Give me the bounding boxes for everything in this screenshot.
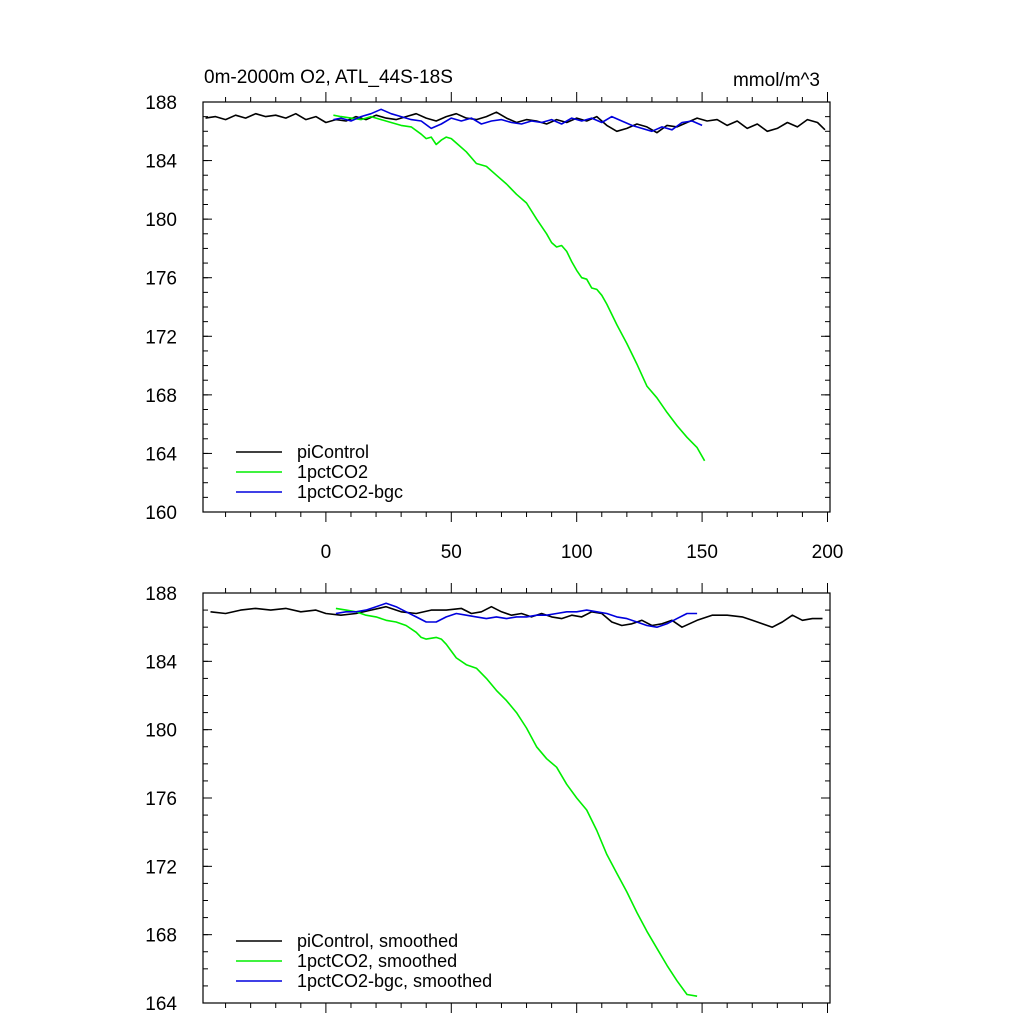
y-tick-label: 164: [145, 444, 177, 465]
series-line-1pctco2: [333, 114, 706, 462]
top-panel: 0m-2000m O2, ATL_44S-18S mmol/m^3 160 164…: [145, 67, 843, 563]
x-tick-label: 200: [812, 542, 844, 563]
y-tick-label: 188: [145, 93, 177, 114]
legend-label: 1pctCO2, smoothed: [297, 951, 457, 971]
series-line-1pctco2-bgc: [333, 108, 703, 133]
y-tick-label: 176: [145, 789, 177, 810]
x-tick-label: 0: [321, 542, 332, 563]
plot-frame: [202, 592, 831, 1004]
y-tick-label: 172: [145, 857, 177, 878]
y-tick-label: 188: [145, 584, 177, 605]
legend-label: 1pctCO2-bgc: [297, 482, 403, 502]
legend-label: 1pctCO2-bgc, smoothed: [297, 971, 492, 991]
y-tick-label: 184: [145, 652, 177, 673]
x-tick-label: 150: [686, 542, 718, 563]
units-label: mmol/m^3: [733, 70, 820, 91]
chart-title: 0m-2000m O2, ATL_44S-18S: [204, 67, 453, 88]
y-tick-label: 172: [145, 327, 177, 348]
y-tick-label: 176: [145, 269, 177, 290]
y-tick-label: 180: [145, 210, 177, 231]
y-tick-label: 168: [145, 926, 177, 947]
y-tick-label: 160: [145, 503, 177, 524]
series-line-1pctco2-bgc-smoothed: [335, 602, 698, 629]
plot-frame: [202, 101, 831, 513]
y-tick-label: 164: [145, 994, 177, 1015]
bottom-panel: 164 168 172 176 180 184 188 piControl, smoothe…: [145, 583, 831, 1015]
legend-label: 1pctCO2: [297, 462, 368, 482]
series-line-1pctco2-smoothed: [335, 607, 698, 997]
legend-label: piControl, smoothed: [297, 931, 458, 951]
y-tick-label: 168: [145, 386, 177, 407]
y-tick-label: 180: [145, 721, 177, 742]
legend-label: piControl: [297, 442, 369, 462]
x-tick-label: 50: [441, 542, 462, 563]
x-tick-label: 100: [561, 542, 593, 563]
y-tick-label: 184: [145, 152, 177, 173]
